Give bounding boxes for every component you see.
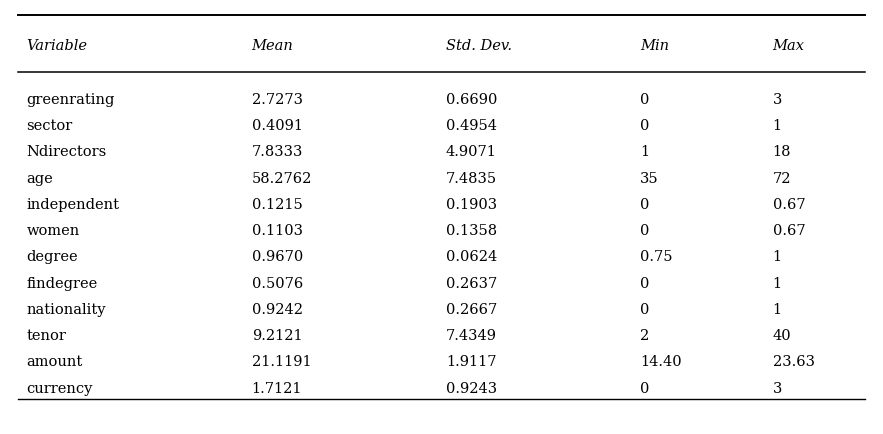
Text: findegree: findegree (26, 276, 98, 291)
Text: 72: 72 (773, 171, 791, 186)
Text: greenrating: greenrating (26, 93, 115, 107)
Text: 7.8333: 7.8333 (252, 145, 303, 159)
Text: 1.9117: 1.9117 (446, 355, 496, 369)
Text: Max: Max (773, 39, 804, 53)
Text: 58.2762: 58.2762 (252, 171, 312, 186)
Text: age: age (26, 171, 53, 186)
Text: amount: amount (26, 355, 83, 369)
Text: 0: 0 (640, 198, 650, 212)
Text: 35: 35 (640, 171, 659, 186)
Text: 0.0624: 0.0624 (446, 250, 497, 264)
Text: women: women (26, 224, 79, 238)
Text: 18: 18 (773, 145, 791, 159)
Text: 0: 0 (640, 224, 650, 238)
Text: 0.5076: 0.5076 (252, 276, 303, 291)
Text: 3: 3 (773, 381, 782, 396)
Text: 0.2637: 0.2637 (446, 276, 497, 291)
Text: 0.1903: 0.1903 (446, 198, 497, 212)
Text: nationality: nationality (26, 303, 106, 317)
Text: tenor: tenor (26, 329, 66, 343)
Text: 0: 0 (640, 276, 650, 291)
Text: Mean: Mean (252, 39, 293, 53)
Text: 3: 3 (773, 93, 782, 107)
Text: 0: 0 (640, 303, 650, 317)
Text: 0.4954: 0.4954 (446, 119, 497, 133)
Text: 1: 1 (773, 250, 781, 264)
Text: Min: Min (640, 39, 669, 53)
Text: 1.7121: 1.7121 (252, 381, 302, 396)
Text: 40: 40 (773, 329, 791, 343)
Text: sector: sector (26, 119, 72, 133)
Text: 1: 1 (773, 276, 781, 291)
Text: 0: 0 (640, 381, 650, 396)
Text: currency: currency (26, 381, 93, 396)
Text: 2: 2 (640, 329, 649, 343)
Text: 0.9670: 0.9670 (252, 250, 303, 264)
Text: 9.2121: 9.2121 (252, 329, 302, 343)
Text: 0.4091: 0.4091 (252, 119, 303, 133)
Text: 0: 0 (640, 93, 650, 107)
Text: 23.63: 23.63 (773, 355, 815, 369)
Text: 0.1358: 0.1358 (446, 224, 497, 238)
Text: 0.9242: 0.9242 (252, 303, 303, 317)
Text: 4.9071: 4.9071 (446, 145, 497, 159)
Text: 0.9243: 0.9243 (446, 381, 497, 396)
Text: Std. Dev.: Std. Dev. (446, 39, 512, 53)
Text: 14.40: 14.40 (640, 355, 682, 369)
Text: Variable: Variable (26, 39, 87, 53)
Text: 0.75: 0.75 (640, 250, 673, 264)
Text: 0.1215: 0.1215 (252, 198, 302, 212)
Text: 7.4835: 7.4835 (446, 171, 497, 186)
Text: 21.1191: 21.1191 (252, 355, 312, 369)
Text: 7.4349: 7.4349 (446, 329, 497, 343)
Text: independent: independent (26, 198, 119, 212)
Text: 0.6690: 0.6690 (446, 93, 497, 107)
Text: 0.67: 0.67 (773, 198, 805, 212)
Text: 0.1103: 0.1103 (252, 224, 303, 238)
Text: Ndirectors: Ndirectors (26, 145, 107, 159)
Text: 1: 1 (773, 303, 781, 317)
Text: 1: 1 (773, 119, 781, 133)
Text: 0.67: 0.67 (773, 224, 805, 238)
Text: 2.7273: 2.7273 (252, 93, 303, 107)
Text: degree: degree (26, 250, 78, 264)
Text: 0: 0 (640, 119, 650, 133)
Text: 1: 1 (640, 145, 649, 159)
Text: 0.2667: 0.2667 (446, 303, 497, 317)
